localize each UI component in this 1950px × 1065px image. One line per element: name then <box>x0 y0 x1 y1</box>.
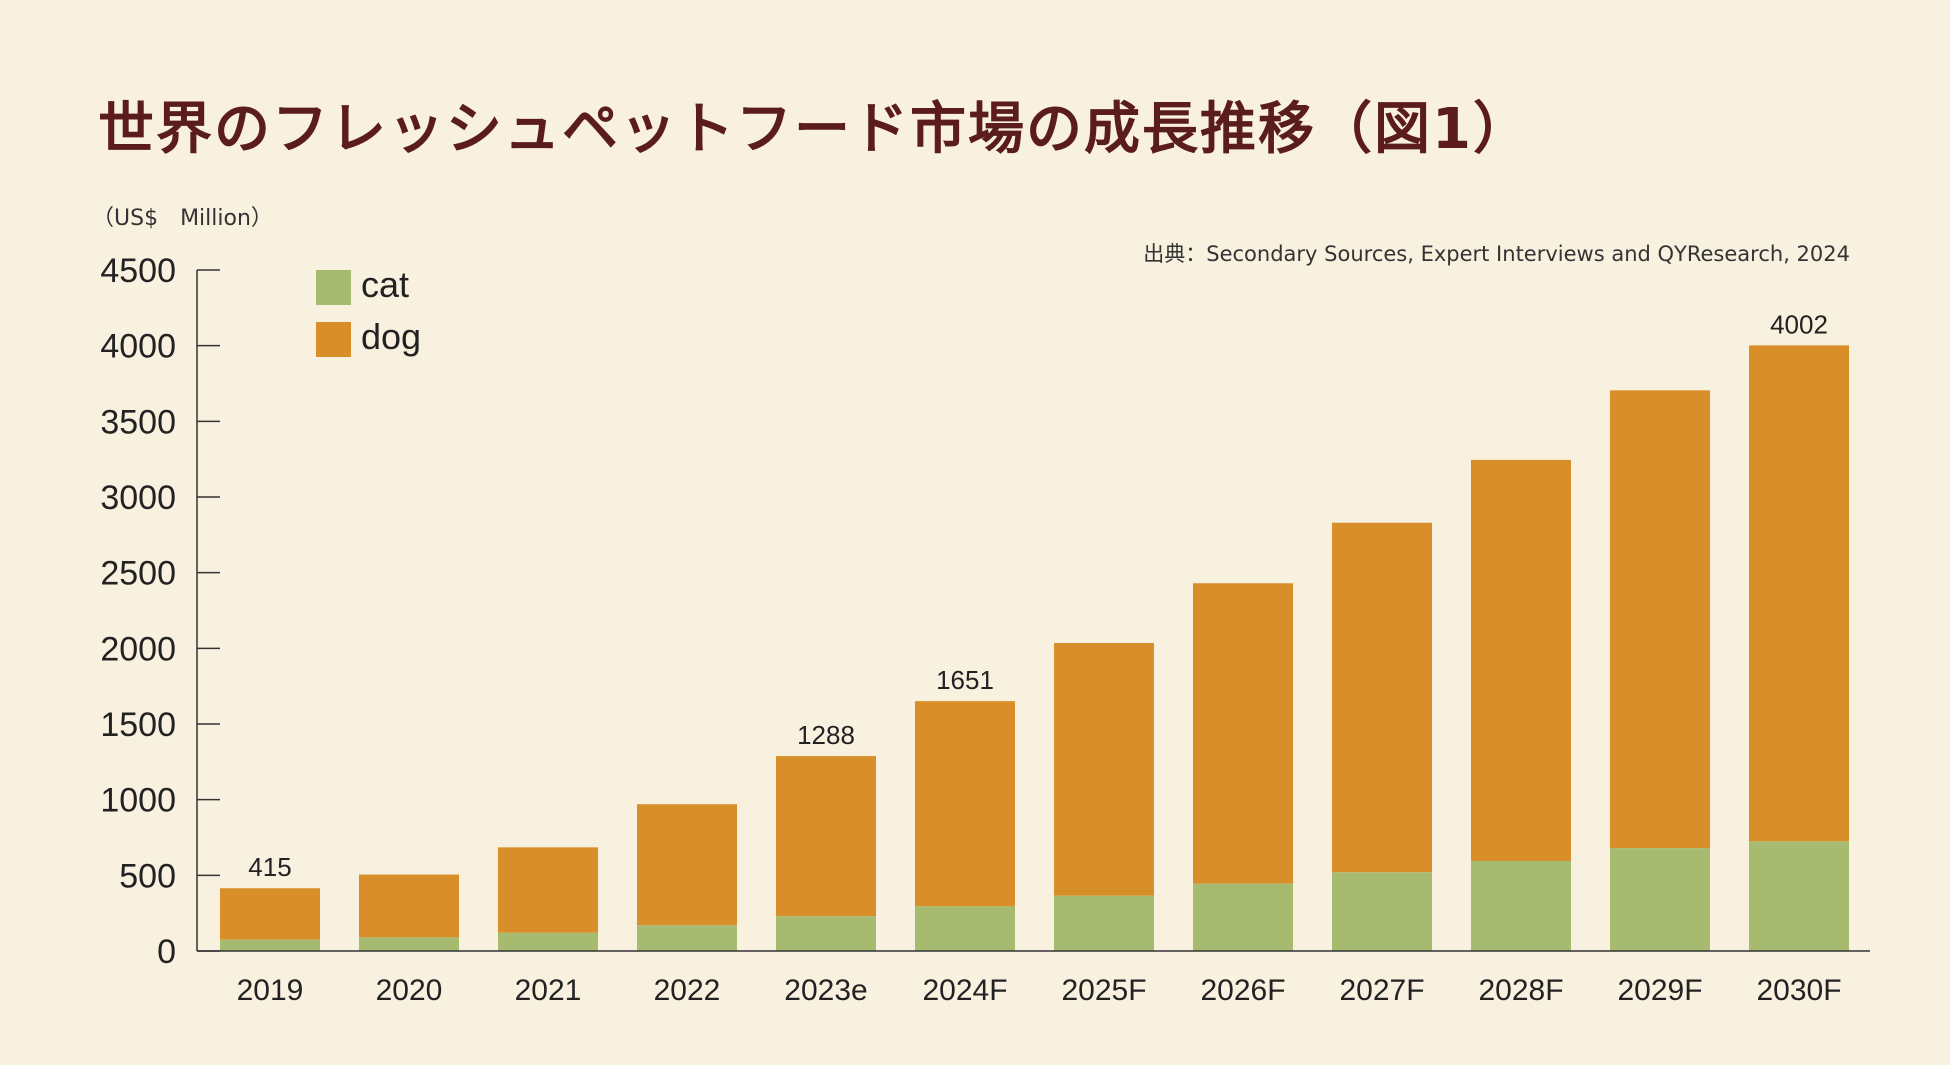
x-tick-label-2023e: 2023e <box>784 974 867 1007</box>
bar-cat-2029F <box>1610 848 1710 951</box>
bar-dog-2020 <box>359 874 459 938</box>
y-tick-label-3000: 3000 <box>100 479 176 517</box>
bar-cat-2019 <box>220 939 320 951</box>
data-label-2030F: 4002 <box>1770 309 1828 339</box>
bar-dog-2025F <box>1054 643 1154 896</box>
data-label-2024F: 1651 <box>936 665 994 695</box>
x-tick-label-2026F: 2026F <box>1200 974 1285 1007</box>
bar-dog-2019 <box>220 888 320 940</box>
bar-cat-2023e <box>776 916 876 951</box>
bar-dog-2027F <box>1332 522 1432 873</box>
bar-cat-2021 <box>498 932 598 951</box>
source-note: 出典：Secondary Sources, Expert Interviews … <box>1143 242 1850 266</box>
y-tick-label-3500: 3500 <box>100 403 176 441</box>
bar-dog-2028F <box>1471 459 1571 861</box>
x-tick-label-2025F: 2025F <box>1061 974 1146 1007</box>
y-axis-unit-label: （US$ Million） <box>92 206 273 231</box>
bar-cat-2022 <box>637 925 737 951</box>
bar-cat-2028F <box>1471 860 1571 951</box>
bar-dog-2029F <box>1610 390 1710 849</box>
bar-cat-2024F <box>915 906 1015 951</box>
axis-layer: 0 500 1000 1500 2000 2500 3000 3500 4000 4500 <box>100 252 1870 971</box>
y-tick-label-2000: 2000 <box>100 630 176 668</box>
bar-dog-2021 <box>498 847 598 933</box>
bars-layer <box>220 345 1849 951</box>
legend-label-cat: cat <box>361 264 409 305</box>
labels-layer: 2019 2020 2021 2022 2023e 2024F 2025F 2026F 2027… <box>237 309 1842 1007</box>
x-tick-label-2021: 2021 <box>515 974 582 1007</box>
bar-dog-2030F <box>1749 345 1849 842</box>
x-tick-label-2020: 2020 <box>376 974 443 1007</box>
x-tick-label-2029F: 2029F <box>1617 974 1702 1007</box>
legend: cat dog <box>316 264 421 357</box>
chart-title: 世界のフレッシュペットフード市場の成長推移（図1） <box>98 97 1531 162</box>
x-tick-label-2024F: 2024F <box>922 974 1007 1007</box>
x-tick-label-2028F: 2028F <box>1478 974 1563 1007</box>
bar-dog-2023e <box>776 756 876 917</box>
bar-cat-2025F <box>1054 895 1154 951</box>
legend-label-dog: dog <box>361 316 421 357</box>
bar-dog-2026F <box>1193 583 1293 884</box>
legend-swatch-cat <box>316 270 351 305</box>
bar-dog-2024F <box>915 701 1015 907</box>
data-label-2019: 415 <box>248 852 291 882</box>
bar-cat-2027F <box>1332 872 1432 951</box>
bar-dog-2022 <box>637 804 737 926</box>
y-tick-label-2500: 2500 <box>100 555 176 593</box>
bar-cat-2030F <box>1749 841 1849 951</box>
bar-cat-2020 <box>359 937 459 951</box>
bar-cat-2026F <box>1193 883 1293 951</box>
x-tick-label-2019: 2019 <box>237 974 304 1007</box>
y-tick-label-4000: 4000 <box>100 328 176 366</box>
legend-swatch-dog <box>316 322 351 357</box>
y-tick-label-4500: 4500 <box>100 252 176 290</box>
x-tick-label-2022: 2022 <box>654 974 721 1007</box>
data-label-2023e: 1288 <box>797 720 855 750</box>
y-tick-label-1500: 1500 <box>100 706 176 744</box>
y-tick-label-1000: 1000 <box>100 782 176 820</box>
y-tick-label-0: 0 <box>157 933 176 971</box>
y-tick-label-500: 500 <box>119 857 176 895</box>
x-tick-label-2030F: 2030F <box>1756 974 1841 1007</box>
x-tick-label-2027F: 2027F <box>1339 974 1424 1007</box>
